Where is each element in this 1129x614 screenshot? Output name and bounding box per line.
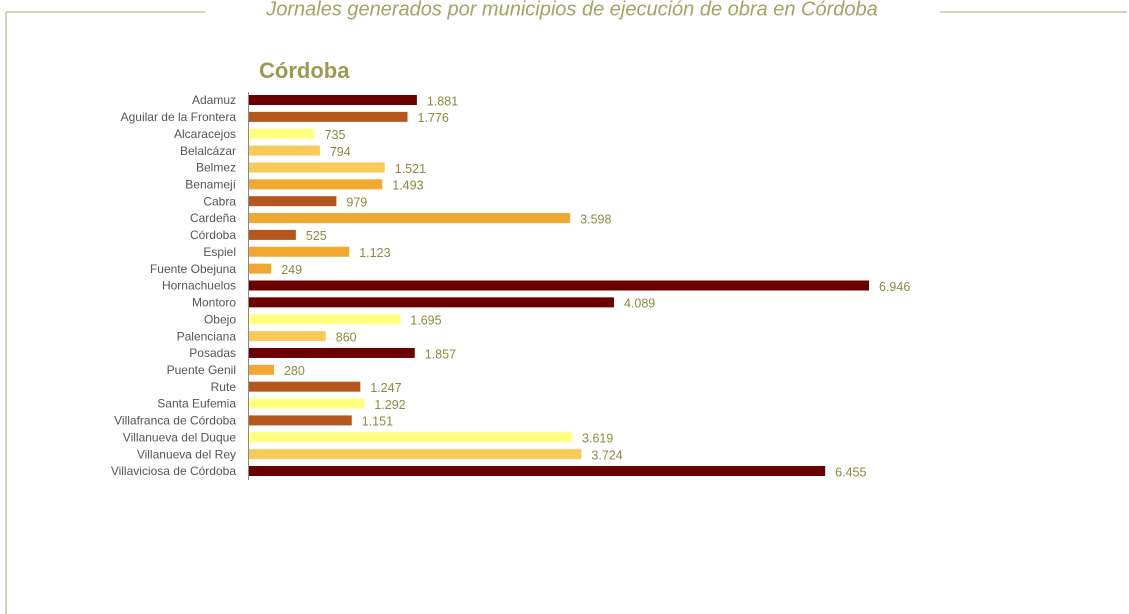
bar (249, 213, 571, 224)
bar (249, 145, 320, 156)
bar (249, 179, 383, 190)
y-tick-label: Villaviciosa de Córdoba (111, 464, 237, 478)
bar (249, 246, 350, 257)
value-label: 735 (325, 128, 346, 142)
value-label: 1.292 (374, 398, 405, 412)
value-label: 3.598 (580, 212, 611, 226)
y-tick-label: Montoro (192, 296, 236, 310)
value-label: 3.619 (582, 432, 613, 446)
value-label: 1.695 (410, 314, 441, 328)
value-label: 1.881 (427, 94, 458, 108)
chart-subtitle: Córdoba (259, 58, 350, 83)
value-label: 1.776 (418, 111, 449, 125)
bar (249, 415, 352, 426)
bar (249, 449, 582, 460)
y-tick-label: Puente Genil (167, 363, 236, 377)
value-label: 979 (346, 195, 367, 209)
bar (249, 432, 573, 443)
value-label: 1.151 (362, 415, 393, 429)
bar (249, 95, 417, 105)
value-label: 6.455 (835, 465, 866, 479)
y-tick-label: Fuente Obejuna (150, 262, 236, 276)
y-tick-label: Belmez (196, 161, 236, 175)
y-tick-label: Santa Eufemia (157, 397, 236, 411)
chart-title: Jornales generados por municipios de eje… (265, 0, 878, 20)
y-tick-label: Espiel (203, 245, 236, 259)
bar (249, 162, 385, 173)
y-tick-label: Belalcázar (180, 144, 236, 158)
bar (249, 128, 315, 139)
bar (249, 314, 401, 325)
value-label: 860 (336, 330, 357, 344)
value-label: 1.123 (359, 246, 390, 260)
bar (249, 229, 296, 240)
y-tick-label: Rute (211, 380, 237, 394)
value-label: 1.857 (425, 347, 456, 361)
value-label: 1.521 (395, 162, 426, 176)
value-label: 6.946 (879, 280, 910, 294)
value-label: 1.247 (370, 381, 401, 395)
bar (249, 466, 826, 476)
y-tick-label: Adamuz (192, 93, 236, 107)
bar (249, 331, 326, 342)
y-tick-label: Cardeña (190, 211, 236, 225)
bar (249, 111, 408, 122)
y-tick-label: Posadas (189, 346, 236, 360)
y-tick-label: Benamejí (185, 177, 236, 191)
y-tick-label: Hornachuelos (162, 279, 236, 293)
y-tick-label: Villanueva del Duque (123, 430, 237, 444)
y-tick-label: Villanueva del Rey (137, 447, 236, 461)
y-tick-label: Obejo (204, 312, 236, 326)
y-tick-label: Palenciana (177, 329, 237, 343)
bar (249, 297, 614, 308)
y-tick-label: Córdoba (190, 228, 236, 242)
value-label: 525 (306, 229, 327, 243)
bar (249, 398, 365, 409)
value-label: 3.724 (591, 448, 622, 462)
bar (249, 364, 274, 375)
value-label: 4.089 (624, 297, 655, 311)
bar (249, 263, 272, 274)
bar (249, 347, 415, 358)
value-label: 794 (330, 145, 351, 159)
value-label: 249 (281, 263, 302, 277)
value-label: 1.493 (392, 179, 423, 193)
y-tick-label: Cabra (203, 194, 236, 208)
y-tick-label: Alcaracejos (174, 127, 236, 141)
value-label: 280 (284, 364, 305, 378)
bar (249, 280, 869, 291)
bar (249, 381, 361, 392)
y-tick-label: Aguilar de la Frontera (121, 110, 237, 124)
y-tick-label: Villafranca de Córdoba (114, 414, 236, 428)
bar (249, 196, 337, 207)
